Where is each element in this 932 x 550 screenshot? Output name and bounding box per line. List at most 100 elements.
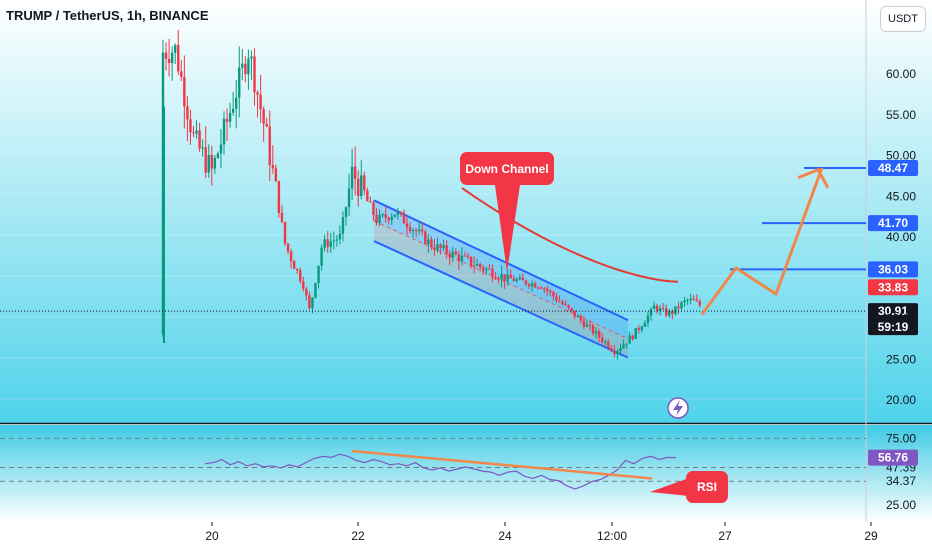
- candle-body: [414, 230, 418, 232]
- candle-body: [329, 241, 332, 247]
- candle-body: [509, 274, 512, 279]
- callout-text: RSI: [697, 480, 717, 494]
- candle-body: [369, 201, 372, 203]
- price-label-text: 30.91: [878, 304, 908, 318]
- time-tick-label: 27: [718, 529, 732, 543]
- candle-body: [192, 132, 195, 134]
- candle-body: [619, 348, 622, 351]
- candle-body: [436, 244, 439, 251]
- candle-body: [247, 58, 250, 75]
- candle-body: [353, 166, 357, 179]
- candle-body: [457, 254, 461, 262]
- candle-body: [210, 155, 213, 169]
- price-label-badge: [868, 303, 918, 336]
- candle-body: [506, 274, 509, 282]
- rsi-callout[interactable]: RSI: [650, 471, 728, 503]
- candle-body: [292, 261, 296, 269]
- candle-body: [418, 229, 421, 232]
- candle-body: [646, 315, 650, 324]
- time-tick-label: 29: [864, 529, 878, 543]
- candle-body: [170, 52, 174, 63]
- candle-body: [582, 320, 586, 327]
- projection-arrow[interactable]: [700, 167, 824, 316]
- time-tick-label: 20: [205, 529, 219, 543]
- rsi-tick-label: 25.00: [886, 498, 916, 512]
- rsi-trendline[interactable]: [351, 449, 653, 480]
- candle-body: [662, 308, 665, 310]
- candle-body: [311, 297, 314, 309]
- candle-body: [323, 239, 326, 248]
- candle-body: [558, 300, 561, 302]
- candle-body: [604, 341, 607, 343]
- candle-body: [320, 247, 323, 266]
- candle-body: [256, 92, 259, 95]
- currency-button[interactable]: USDT: [880, 6, 926, 32]
- callout-box: [460, 152, 554, 185]
- candle-body: [274, 168, 278, 182]
- candle-body: [250, 56, 253, 59]
- candle-body: [655, 305, 659, 311]
- candle-body: [491, 268, 494, 278]
- candle-body: [396, 212, 400, 215]
- candle-body: [533, 283, 537, 288]
- candle-body: [204, 147, 207, 173]
- candle-body: [454, 251, 457, 255]
- price-label-text: 36.03: [878, 262, 908, 276]
- candle-body: [259, 94, 262, 110]
- candle-body: [601, 337, 604, 343]
- candle-body: [198, 130, 201, 149]
- rsi-tick-label: 75.00: [886, 431, 916, 445]
- candle-body: [524, 280, 528, 285]
- price-label-badge: [868, 279, 918, 296]
- candle-body: [616, 350, 619, 355]
- candle-body: [448, 253, 451, 258]
- candle-body: [262, 109, 265, 124]
- price-tick-label: 25.00: [886, 352, 916, 366]
- candle-body: [411, 230, 415, 232]
- time-tick-label: 12:00: [597, 529, 627, 543]
- candle-body: [299, 270, 302, 282]
- rsi-line: [204, 453, 677, 490]
- rsi-pane-background: [0, 425, 932, 522]
- candle-body: [283, 222, 287, 244]
- candle-body: [668, 311, 671, 316]
- candle-body: [317, 265, 320, 284]
- candle-body: [665, 308, 668, 316]
- candle-body: [613, 350, 616, 355]
- channel-lower-line[interactable]: [373, 240, 629, 359]
- time-axis-background: [0, 522, 932, 550]
- channel-upper-line[interactable]: [373, 199, 629, 322]
- candle-body: [189, 119, 192, 133]
- candle-body: [341, 217, 345, 234]
- candle-body: [674, 306, 677, 314]
- price-tick-label: 30.00: [886, 312, 916, 326]
- candle-body: [494, 277, 497, 280]
- channel-lower-fill: [374, 220, 628, 358]
- projection-arrowhead: [797, 167, 830, 189]
- candle-body: [594, 331, 598, 334]
- candle-body: [408, 227, 412, 232]
- candle-body: [463, 255, 467, 257]
- chart-title: TRUMP / TetherUS, 1h, BINANCE: [6, 8, 209, 23]
- down-channel-callout[interactable]: Down Channel: [460, 152, 554, 272]
- candle-body: [482, 267, 485, 271]
- candle-body: [625, 343, 628, 345]
- candle-body: [692, 298, 695, 301]
- candle-body: [518, 277, 522, 280]
- candle-body: [469, 256, 473, 266]
- lightning-icon[interactable]: [667, 397, 689, 419]
- candle-body: [241, 63, 244, 68]
- price-tick-label: 40.00: [886, 230, 916, 244]
- callout-text: Down Channel: [465, 162, 548, 176]
- candle-body: [695, 300, 698, 302]
- candle-body: [265, 123, 268, 127]
- candle-body: [326, 239, 329, 247]
- channel-upper-fill: [374, 200, 628, 339]
- candle-body: [366, 190, 369, 202]
- candle-body: [466, 255, 470, 257]
- candle-body: [228, 112, 232, 122]
- candle-body: [689, 298, 692, 301]
- candle-body: [610, 348, 613, 351]
- candle-body: [390, 216, 393, 221]
